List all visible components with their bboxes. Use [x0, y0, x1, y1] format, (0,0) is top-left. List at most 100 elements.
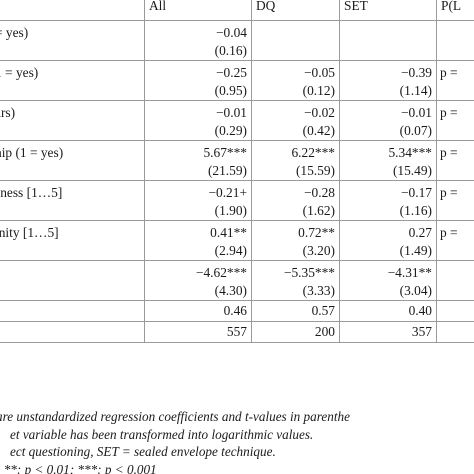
- cell-set-line: (0.07): [399, 122, 432, 138]
- cell-set: [339, 20, 437, 61]
- header-p: P(L: [436, 0, 474, 21]
- regression-table: All DQ SET P(L = yes) −0.04 (0.16) 1 = yes)…: [0, 0, 474, 343]
- cell-all-line: (0.95): [214, 82, 247, 98]
- cell-p: p =: [436, 100, 474, 141]
- cell-p: [436, 321, 474, 343]
- cell-set: 5.34*** (15.49): [339, 140, 437, 181]
- cell-all-line: 5.67***: [203, 145, 247, 160]
- table-row: ars) −0.01 (0.29) −0.02 (0.42) −0.01 (0.07)p =: [0, 100, 474, 141]
- note-line: ect questioning, SET = sealed envelope t…: [10, 444, 276, 459]
- note-line: et variable has been transformed into lo…: [10, 426, 314, 442]
- cell-set-line: 0.27: [408, 225, 432, 240]
- row-label: = yes): [0, 20, 145, 61]
- cell-set-line: −0.39: [401, 65, 432, 80]
- cell-dq: 0.57: [251, 300, 340, 322]
- cell-all-line: −4.62***: [195, 265, 247, 280]
- table-row: sness [1…5] −0.21+ (1.90) −0.28 (1.62) −0.17 (…: [0, 180, 474, 221]
- row-label: hip (1 = yes): [0, 140, 145, 181]
- cell-p: p =: [436, 60, 474, 101]
- cell-all: −4.62*** (4.30): [144, 260, 252, 301]
- cell-set: −0.39 (1.14): [339, 60, 437, 101]
- cell-dq: −0.02 (0.42): [251, 100, 340, 141]
- cell-all-line: (2.94): [214, 242, 247, 258]
- cell-dq-line: −0.05: [304, 65, 335, 80]
- cell-dq: 6.22*** (15.59): [251, 140, 340, 181]
- row-label: ars): [0, 100, 145, 141]
- cell-p: [436, 20, 474, 61]
- cell-set: 0.27 (1.49): [339, 220, 437, 261]
- note-line: are unstandardized regression coefficien…: [0, 409, 350, 424]
- row-label: sness [1…5]: [0, 180, 145, 221]
- cell-all: −0.21+ (1.90): [144, 180, 252, 221]
- table-row: hip (1 = yes) 5.67*** (21.59) 6.22*** (15.59…: [0, 140, 474, 181]
- row-label: [0, 321, 145, 343]
- cell-all: 5.67*** (21.59): [144, 140, 252, 181]
- cell-p: [436, 300, 474, 322]
- cell-dq: 0.72** (3.20): [251, 220, 340, 261]
- table-row: inity [1…5] 0.41** (2.94) 0.72** (3.20) 0.27 (…: [0, 220, 474, 261]
- row-label: t: [0, 260, 145, 301]
- table-row: t −4.62*** (4.30) −5.35*** (3.33) −4.31** (3.0…: [0, 260, 474, 301]
- cell-dq-line: 6.22***: [291, 145, 335, 160]
- cell-dq: −5.35*** (3.33): [251, 260, 340, 301]
- note-line: ; **: p < 0.01; ***: p < 0.001: [0, 461, 157, 474]
- cell-all-line: −0.21+: [208, 185, 247, 200]
- table-row: 1 = yes) −0.25 (0.95) −0.05 (0.12) −0.39 (1.14…: [0, 60, 474, 101]
- cell-set-line: (1.49): [399, 242, 432, 258]
- cell-set-line: −4.31**: [387, 265, 432, 280]
- row-label: [0, 300, 145, 322]
- cell-all-line: (0.29): [214, 122, 247, 138]
- cell-set-line: (15.49): [392, 162, 432, 178]
- cell-set-line: (1.16): [399, 202, 432, 218]
- cell-p: p =: [436, 220, 474, 261]
- table-row-r2: 0.46 0.57 0.40: [0, 300, 474, 322]
- cell-dq-line: (3.33): [302, 282, 335, 298]
- cell-dq-line: 0.72**: [298, 225, 335, 240]
- cell-all: −0.01 (0.29): [144, 100, 252, 141]
- cell-all: −0.04 (0.16): [144, 20, 252, 61]
- cell-dq: −0.28 (1.62): [251, 180, 340, 221]
- cell-p: p =: [436, 180, 474, 221]
- cell-dq-line: −5.35***: [283, 265, 335, 280]
- cell-all: 0.46: [144, 300, 252, 322]
- cell-set: 357: [339, 321, 437, 343]
- cell-all-line: (21.59): [207, 162, 247, 178]
- header-dq: DQ: [251, 0, 340, 21]
- cell-dq-line: (0.12): [302, 82, 335, 98]
- cell-all-line: (4.30): [214, 282, 247, 298]
- cell-all-line: 0.41**: [210, 225, 247, 240]
- cell-all-line: −0.01: [216, 105, 247, 120]
- cell-p: p =: [436, 140, 474, 181]
- cell-set: −0.01 (0.07): [339, 100, 437, 141]
- cell-dq-line: (0.42): [302, 122, 335, 138]
- cell-dq: 200: [251, 321, 340, 343]
- cell-all: −0.25 (0.95): [144, 60, 252, 101]
- cell-dq: [251, 20, 340, 61]
- table-row-n: 557 200 357: [0, 321, 474, 343]
- cell-dq-line: (3.20): [302, 242, 335, 258]
- cell-set-line: −0.17: [401, 185, 432, 200]
- cell-set: −4.31** (3.04): [339, 260, 437, 301]
- cell-set: −0.17 (1.16): [339, 180, 437, 221]
- row-label: inity [1…5]: [0, 220, 145, 261]
- cell-dq-line: −0.02: [304, 105, 335, 120]
- cell-dq-line: (15.59): [295, 162, 335, 178]
- cell-all-line: −0.25: [216, 65, 247, 80]
- cell-set-line: (1.14): [399, 82, 432, 98]
- cell-all-line: (1.90): [214, 202, 247, 218]
- cell-all-line: −0.04: [216, 25, 247, 40]
- cell-dq-line: −0.28: [304, 185, 335, 200]
- cell-all: 0.41** (2.94): [144, 220, 252, 261]
- header-variable: [0, 0, 145, 21]
- cell-set-line: 5.34***: [388, 145, 432, 160]
- cell-set-line: −0.01: [401, 105, 432, 120]
- cell-dq: −0.05 (0.12): [251, 60, 340, 101]
- header-all: All: [144, 0, 252, 21]
- cell-set: 0.40: [339, 300, 437, 322]
- cell-dq-line: (1.62): [302, 202, 335, 218]
- table-header-row: All DQ SET P(L: [0, 0, 474, 21]
- header-set: SET: [339, 0, 437, 21]
- cell-set-line: (3.04): [399, 282, 432, 298]
- table-notes: are unstandardized regression coefficien…: [0, 408, 474, 474]
